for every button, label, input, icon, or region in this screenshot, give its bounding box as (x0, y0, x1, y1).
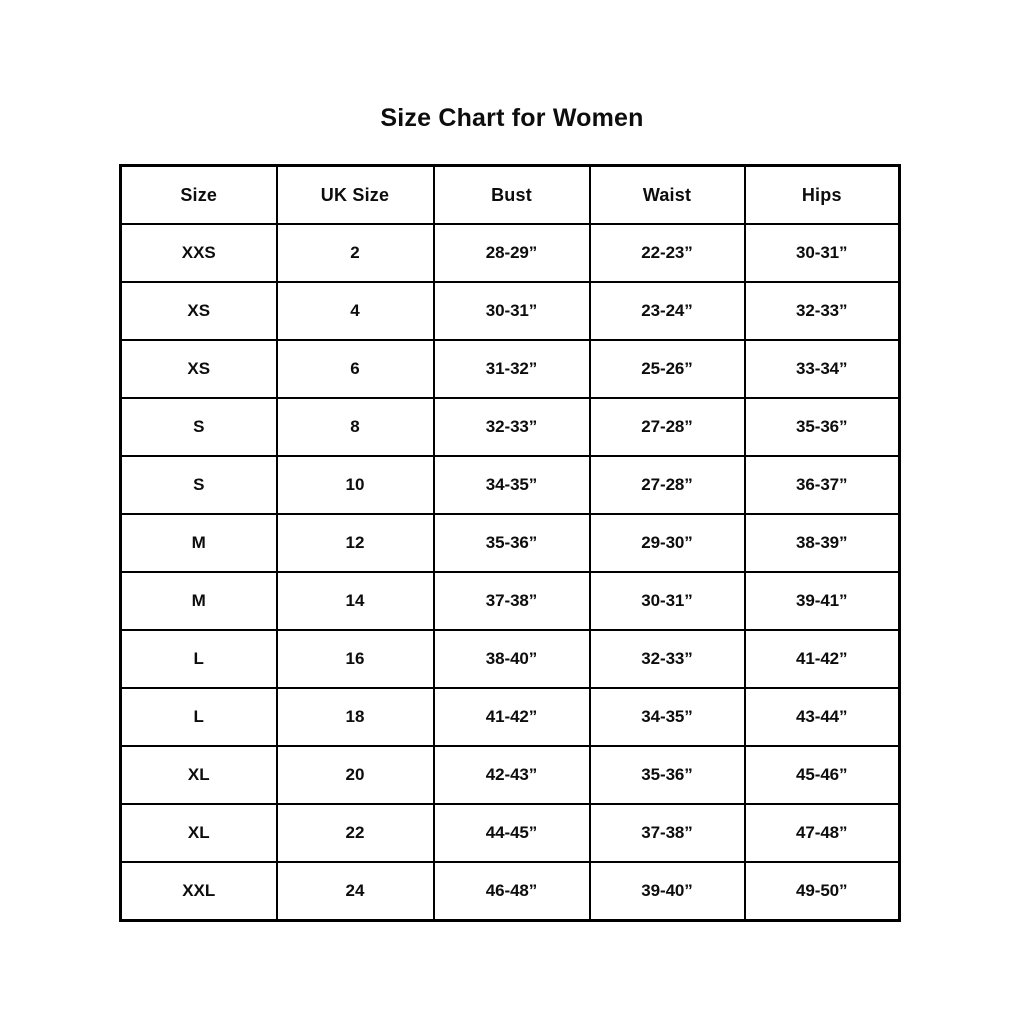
cell-hips: 33-34” (743, 339, 901, 399)
column-header-hips: Hips (743, 164, 901, 225)
cell-hips: 38-39” (743, 513, 901, 573)
cell-waist: 22-23” (588, 223, 746, 283)
cell-bust: 28-29” (432, 223, 591, 283)
table-row: M 14 37-38” 30-31” 39-41” (119, 571, 901, 631)
cell-size: XS (119, 281, 278, 341)
column-header-bust: Bust (432, 164, 591, 225)
cell-hips: 30-31” (743, 223, 901, 283)
table-row: XXL 24 46-48” 39-40” 49-50” (119, 861, 901, 922)
table-row: S 10 34-35” 27-28” 36-37” (119, 455, 901, 515)
table-row: L 18 41-42” 34-35” 43-44” (119, 687, 901, 747)
cell-hips: 35-36” (743, 397, 901, 457)
cell-size: S (119, 397, 278, 457)
table-row: XS 6 31-32” 25-26” 33-34” (119, 339, 901, 399)
cell-waist: 35-36” (588, 745, 746, 805)
cell-waist: 30-31” (588, 571, 746, 631)
cell-bust: 35-36” (432, 513, 591, 573)
cell-size: L (119, 687, 278, 747)
cell-bust: 34-35” (432, 455, 591, 515)
cell-bust: 46-48” (432, 861, 591, 922)
cell-size: XXL (119, 861, 278, 922)
size-table-container: Size UK Size Bust Waist Hips XXS 2 28-29… (119, 164, 901, 922)
cell-uk: 6 (275, 339, 435, 399)
cell-waist: 25-26” (588, 339, 746, 399)
cell-waist: 23-24” (588, 281, 746, 341)
cell-waist: 27-28” (588, 455, 746, 515)
cell-hips: 45-46” (743, 745, 901, 805)
size-chart-table: Size UK Size Bust Waist Hips XXS 2 28-29… (119, 164, 901, 922)
cell-hips: 32-33” (743, 281, 901, 341)
cell-hips: 36-37” (743, 455, 901, 515)
cell-waist: 34-35” (588, 687, 746, 747)
cell-bust: 38-40” (432, 629, 591, 689)
cell-bust: 32-33” (432, 397, 591, 457)
table-row: XL 20 42-43” 35-36” 45-46” (119, 745, 901, 805)
column-header-uk-size: UK Size (275, 164, 435, 225)
cell-uk: 12 (275, 513, 435, 573)
cell-size: L (119, 629, 278, 689)
cell-size: M (119, 571, 278, 631)
table-row: XS 4 30-31” 23-24” 32-33” (119, 281, 901, 341)
cell-size: XS (119, 339, 278, 399)
cell-uk: 22 (275, 803, 435, 863)
column-header-size: Size (119, 164, 278, 225)
cell-bust: 37-38” (432, 571, 591, 631)
cell-uk: 10 (275, 455, 435, 515)
table-row: XXS 2 28-29” 22-23” 30-31” (119, 223, 901, 283)
cell-size: XL (119, 803, 278, 863)
table-row: M 12 35-36” 29-30” 38-39” (119, 513, 901, 573)
table-body: XXS 2 28-29” 22-23” 30-31” XS 4 30-31” 2… (119, 223, 901, 922)
cell-waist: 37-38” (588, 803, 746, 863)
column-header-waist: Waist (588, 164, 746, 225)
cell-bust: 42-43” (432, 745, 591, 805)
table-row: XL 22 44-45” 37-38” 47-48” (119, 803, 901, 863)
cell-bust: 31-32” (432, 339, 591, 399)
table-header: Size UK Size Bust Waist Hips (119, 164, 901, 225)
table-header-row: Size UK Size Bust Waist Hips (119, 164, 901, 225)
table-row: S 8 32-33” 27-28” 35-36” (119, 397, 901, 457)
cell-hips: 47-48” (743, 803, 901, 863)
cell-waist: 32-33” (588, 629, 746, 689)
cell-hips: 41-42” (743, 629, 901, 689)
cell-waist: 39-40” (588, 861, 746, 922)
cell-hips: 43-44” (743, 687, 901, 747)
cell-uk: 24 (275, 861, 435, 922)
cell-waist: 29-30” (588, 513, 746, 573)
cell-size: XXS (119, 223, 278, 283)
cell-uk: 20 (275, 745, 435, 805)
page-title: Size Chart for Women (380, 104, 644, 132)
cell-size: XL (119, 745, 278, 805)
cell-uk: 14 (275, 571, 435, 631)
cell-hips: 49-50” (743, 861, 901, 922)
cell-uk: 18 (275, 687, 435, 747)
cell-bust: 30-31” (432, 281, 591, 341)
cell-size: S (119, 455, 278, 515)
cell-uk: 4 (275, 281, 435, 341)
cell-uk: 2 (275, 223, 435, 283)
cell-uk: 16 (275, 629, 435, 689)
cell-size: M (119, 513, 278, 573)
cell-bust: 44-45” (432, 803, 591, 863)
cell-uk: 8 (275, 397, 435, 457)
table-row: L 16 38-40” 32-33” 41-42” (119, 629, 901, 689)
cell-bust: 41-42” (432, 687, 591, 747)
cell-hips: 39-41” (743, 571, 901, 631)
cell-waist: 27-28” (588, 397, 746, 457)
